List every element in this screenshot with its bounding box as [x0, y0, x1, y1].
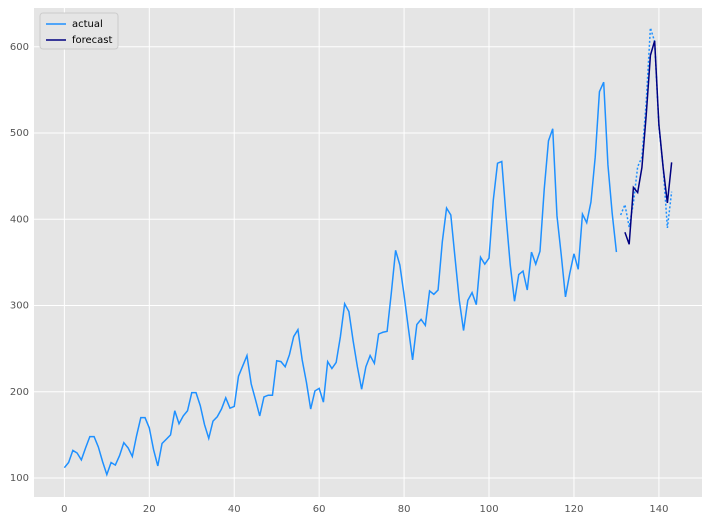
x-tick-label: 100: [479, 504, 498, 515]
x-tick-label: 0: [61, 504, 67, 515]
x-tick-label: 60: [313, 504, 326, 515]
plot-area: [34, 8, 702, 497]
y-tick-label: 200: [10, 387, 29, 398]
y-tick-label: 600: [10, 42, 29, 53]
legend-label: forecast: [72, 35, 113, 46]
y-tick-label: 400: [10, 214, 29, 225]
y-tick-label: 300: [10, 301, 29, 312]
series-line: [63, 81, 618, 477]
y-tick-label: 100: [10, 473, 29, 484]
x-tick-label: 40: [228, 504, 241, 515]
x-tick-label: 80: [398, 504, 411, 515]
x-tick-label: 20: [143, 504, 156, 515]
y-tick-label: 500: [10, 128, 29, 139]
series-line: [624, 40, 673, 245]
x-tick-label: 120: [564, 504, 583, 515]
x-tick-label: 140: [649, 504, 668, 515]
legend-label: actual: [72, 19, 103, 30]
